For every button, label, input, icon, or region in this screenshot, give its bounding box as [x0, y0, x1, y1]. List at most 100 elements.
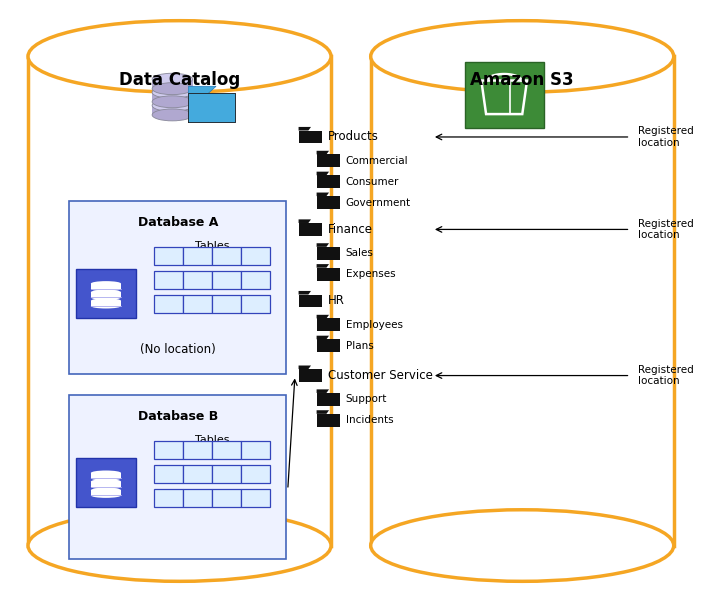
Polygon shape	[316, 315, 329, 318]
Polygon shape	[316, 340, 340, 352]
Polygon shape	[91, 490, 121, 495]
Polygon shape	[316, 150, 329, 154]
FancyBboxPatch shape	[76, 459, 135, 507]
FancyBboxPatch shape	[183, 271, 212, 289]
Ellipse shape	[91, 476, 121, 480]
Ellipse shape	[91, 281, 121, 286]
FancyBboxPatch shape	[241, 247, 270, 265]
Polygon shape	[152, 105, 193, 115]
Text: Tables: Tables	[195, 241, 229, 252]
Polygon shape	[299, 365, 311, 369]
FancyBboxPatch shape	[212, 271, 241, 289]
Ellipse shape	[371, 510, 674, 582]
Polygon shape	[316, 410, 329, 414]
Polygon shape	[91, 301, 121, 306]
Text: Registered
location: Registered location	[638, 219, 694, 240]
Ellipse shape	[371, 20, 674, 92]
FancyBboxPatch shape	[241, 295, 270, 313]
Text: HR: HR	[328, 294, 345, 308]
Ellipse shape	[91, 471, 121, 476]
Polygon shape	[316, 175, 340, 188]
Polygon shape	[91, 473, 121, 478]
Polygon shape	[188, 86, 216, 93]
Text: Database B: Database B	[137, 409, 218, 423]
FancyBboxPatch shape	[183, 465, 212, 483]
Polygon shape	[316, 172, 329, 175]
Polygon shape	[316, 264, 329, 268]
Polygon shape	[299, 291, 311, 294]
FancyBboxPatch shape	[76, 269, 135, 318]
Text: Plans: Plans	[346, 341, 374, 351]
Ellipse shape	[152, 82, 193, 95]
Polygon shape	[316, 393, 340, 406]
Text: Amazon S3: Amazon S3	[470, 72, 574, 89]
Text: Data Catalog: Data Catalog	[119, 72, 240, 89]
Polygon shape	[316, 193, 329, 196]
Text: Expenses: Expenses	[346, 269, 395, 279]
Polygon shape	[91, 482, 121, 487]
FancyBboxPatch shape	[154, 247, 183, 265]
Ellipse shape	[152, 86, 193, 98]
FancyBboxPatch shape	[183, 441, 212, 459]
Polygon shape	[299, 131, 322, 143]
Ellipse shape	[91, 290, 121, 295]
Text: Finance: Finance	[328, 223, 373, 236]
FancyBboxPatch shape	[465, 63, 544, 128]
Text: Government: Government	[346, 197, 411, 208]
FancyBboxPatch shape	[183, 295, 212, 313]
Ellipse shape	[152, 109, 193, 121]
Text: Database A: Database A	[137, 216, 218, 229]
Polygon shape	[316, 336, 329, 340]
Polygon shape	[299, 369, 322, 382]
Polygon shape	[152, 92, 193, 102]
FancyBboxPatch shape	[212, 247, 241, 265]
Polygon shape	[316, 196, 340, 209]
FancyBboxPatch shape	[212, 295, 241, 313]
Ellipse shape	[28, 510, 331, 582]
Ellipse shape	[91, 295, 121, 300]
Ellipse shape	[91, 303, 121, 308]
FancyBboxPatch shape	[69, 201, 286, 374]
Polygon shape	[316, 414, 340, 427]
Polygon shape	[316, 243, 329, 247]
FancyBboxPatch shape	[241, 489, 270, 507]
Text: Support: Support	[346, 394, 387, 405]
Polygon shape	[299, 219, 311, 223]
Ellipse shape	[152, 73, 193, 85]
Text: Registered
location: Registered location	[638, 126, 694, 147]
FancyBboxPatch shape	[241, 465, 270, 483]
Text: Customer Service: Customer Service	[328, 369, 433, 382]
Ellipse shape	[91, 299, 121, 303]
FancyBboxPatch shape	[241, 271, 270, 289]
FancyBboxPatch shape	[154, 465, 183, 483]
Polygon shape	[316, 318, 340, 331]
Polygon shape	[371, 57, 674, 545]
FancyBboxPatch shape	[154, 489, 183, 507]
Polygon shape	[188, 93, 236, 122]
Polygon shape	[91, 284, 121, 289]
Text: Incidents: Incidents	[346, 415, 393, 425]
Polygon shape	[316, 389, 329, 393]
Polygon shape	[299, 127, 311, 131]
Text: Products: Products	[328, 131, 379, 143]
Ellipse shape	[91, 488, 121, 492]
FancyBboxPatch shape	[154, 271, 183, 289]
Text: (No location): (No location)	[140, 343, 216, 356]
Text: Tables: Tables	[195, 435, 229, 445]
Polygon shape	[152, 79, 193, 88]
Ellipse shape	[91, 484, 121, 489]
Text: Commercial: Commercial	[346, 156, 409, 166]
Ellipse shape	[152, 96, 193, 108]
FancyBboxPatch shape	[183, 247, 212, 265]
Polygon shape	[316, 154, 340, 167]
FancyBboxPatch shape	[154, 295, 183, 313]
Text: Employees: Employees	[346, 320, 403, 330]
Text: Consumer: Consumer	[346, 177, 399, 187]
Polygon shape	[316, 247, 340, 259]
FancyBboxPatch shape	[69, 395, 286, 559]
FancyBboxPatch shape	[212, 441, 241, 459]
Text: Sales: Sales	[346, 248, 374, 258]
FancyBboxPatch shape	[212, 489, 241, 507]
FancyBboxPatch shape	[212, 465, 241, 483]
Polygon shape	[28, 57, 331, 545]
